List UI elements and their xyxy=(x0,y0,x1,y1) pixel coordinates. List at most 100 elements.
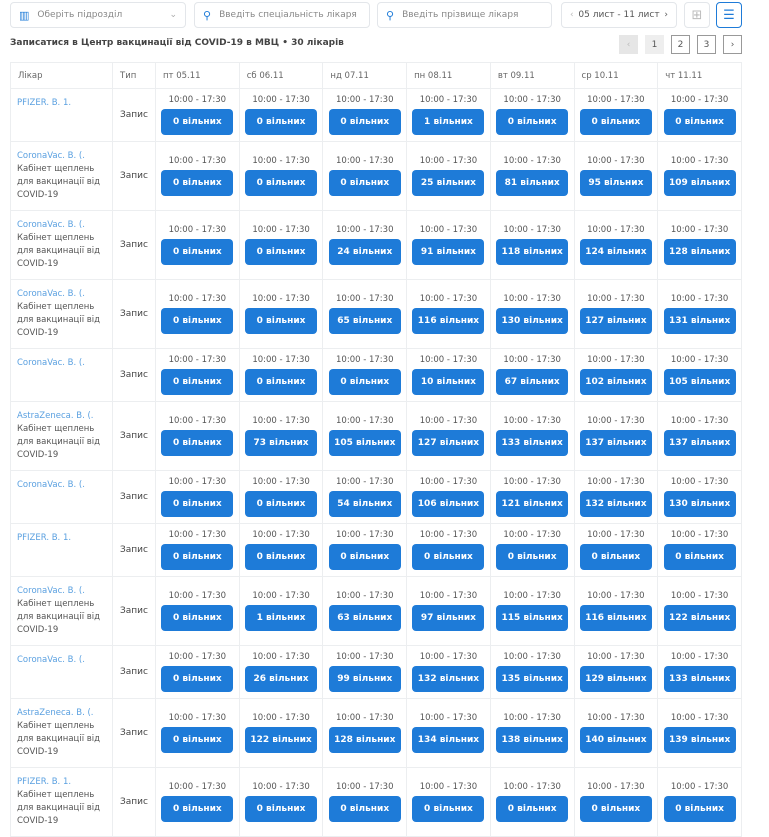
slot-button[interactable]: 0 вільних xyxy=(579,544,652,570)
slot-button[interactable]: 0 вільних xyxy=(245,239,318,265)
slot-button[interactable]: 116 вільних xyxy=(579,605,652,631)
slot-button[interactable]: 0 вільних xyxy=(663,109,736,135)
surname-search-input[interactable]: ⚲ Введіть прізвище лікаря xyxy=(377,2,552,28)
slot-button[interactable]: 135 вільних xyxy=(496,666,569,692)
slot-button[interactable]: 0 вільних xyxy=(161,308,234,334)
slot-button[interactable]: 73 вільних xyxy=(245,430,318,456)
slot-button[interactable]: 102 вільних xyxy=(579,369,652,395)
doctor-link[interactable]: CoronaVac. В. (. xyxy=(17,655,85,665)
slot-button[interactable]: 115 вільних xyxy=(496,605,569,631)
slot-button[interactable]: 0 вільних xyxy=(245,369,318,395)
slot-button[interactable]: 106 вільних xyxy=(412,491,485,517)
slot-button[interactable]: 54 вільних xyxy=(328,491,401,517)
slot-button[interactable]: 140 вільних xyxy=(579,727,652,753)
doctor-link[interactable]: PFIZER. В. 1. xyxy=(17,98,72,108)
slot-button[interactable]: 26 вільних xyxy=(245,666,318,692)
doctor-link[interactable]: PFIZER. В. 1. xyxy=(17,533,72,543)
slot-button[interactable]: 132 вільних xyxy=(579,491,652,517)
slot-button[interactable]: 0 вільних xyxy=(245,544,318,570)
slot-button[interactable]: 0 вільних xyxy=(245,109,318,135)
slot-button[interactable]: 118 вільних xyxy=(496,239,569,265)
page-1-button[interactable]: 1 xyxy=(645,35,664,54)
slot-button[interactable]: 0 вільних xyxy=(328,544,401,570)
page-2-button[interactable]: 2 xyxy=(671,35,690,54)
slot-button[interactable]: 24 вільних xyxy=(328,239,401,265)
slot-button[interactable]: 129 вільних xyxy=(579,666,652,692)
slot-button[interactable]: 109 вільних xyxy=(663,170,736,196)
slot-button[interactable]: 0 вільних xyxy=(412,544,485,570)
slot-button[interactable]: 65 вільних xyxy=(328,308,401,334)
slot-button[interactable]: 91 вільних xyxy=(412,239,485,265)
slot-button[interactable]: 131 вільних xyxy=(663,308,736,334)
list-view-button[interactable]: ☰ xyxy=(716,2,742,28)
specialty-search-input[interactable]: ⚲ Введіть спеціальність лікаря xyxy=(194,2,370,28)
slot-button[interactable]: 0 вільних xyxy=(161,491,234,517)
slot-button[interactable]: 130 вільних xyxy=(496,308,569,334)
slot-button[interactable]: 99 вільних xyxy=(328,666,401,692)
slot-button[interactable]: 0 вільних xyxy=(245,170,318,196)
doctor-link[interactable]: CoronaVac. В. (. xyxy=(17,220,85,230)
prev-page-button[interactable]: ‹ xyxy=(619,35,638,54)
slot-button[interactable]: 127 вільних xyxy=(579,308,652,334)
slot-button[interactable]: 121 вільних xyxy=(496,491,569,517)
doctor-link[interactable]: CoronaVac. В. (. xyxy=(17,151,85,161)
doctor-link[interactable]: AstraZeneca. В. (. xyxy=(17,411,94,421)
slot-button[interactable]: 1 вільних xyxy=(245,605,318,631)
department-select[interactable]: ▥ Оберіть підрозділ ⌄ xyxy=(10,2,186,28)
slot-button[interactable]: 25 вільних xyxy=(412,170,485,196)
slot-button[interactable]: 95 вільних xyxy=(579,170,652,196)
slot-button[interactable]: 128 вільних xyxy=(328,727,401,753)
slot-button[interactable]: 116 вільних xyxy=(412,308,485,334)
slot-button[interactable]: 0 вільних xyxy=(161,605,234,631)
doctor-link[interactable]: CoronaVac. В. (. xyxy=(17,586,85,596)
slot-button[interactable]: 137 вільних xyxy=(663,430,736,456)
slot-button[interactable]: 0 вільних xyxy=(161,369,234,395)
slot-button[interactable]: 0 вільних xyxy=(245,308,318,334)
slot-button[interactable]: 127 вільних xyxy=(412,430,485,456)
doctor-link[interactable]: CoronaVac. В. (. xyxy=(17,289,85,299)
slot-button[interactable]: 0 вільних xyxy=(161,170,234,196)
slot-button[interactable]: 0 вільних xyxy=(496,544,569,570)
slot-button[interactable]: 133 вільних xyxy=(496,430,569,456)
doctor-link[interactable]: CoronaVac. В. (. xyxy=(17,480,85,490)
slot-button[interactable]: 138 вільних xyxy=(496,727,569,753)
slot-button[interactable]: 81 вільних xyxy=(496,170,569,196)
slot-button[interactable]: 1 вільних xyxy=(412,109,485,135)
slot-button[interactable]: 0 вільних xyxy=(161,727,234,753)
next-week-button[interactable]: › xyxy=(664,10,668,20)
slot-button[interactable]: 124 вільних xyxy=(579,239,652,265)
slot-button[interactable]: 0 вільних xyxy=(161,239,234,265)
slot-button[interactable]: 132 вільних xyxy=(412,666,485,692)
slot-button[interactable]: 10 вільних xyxy=(412,369,485,395)
slot-button[interactable]: 0 вільних xyxy=(161,544,234,570)
slot-button[interactable]: 0 вільних xyxy=(496,109,569,135)
slot-button[interactable]: 0 вільних xyxy=(328,369,401,395)
prev-week-button[interactable]: ‹ xyxy=(570,10,574,20)
slot-button[interactable]: 133 вільних xyxy=(663,666,736,692)
slot-button[interactable]: 130 вільних xyxy=(663,491,736,517)
slot-button[interactable]: 0 вільних xyxy=(579,109,652,135)
doctor-link[interactable]: CoronaVac. В. (. xyxy=(17,358,85,368)
slot-button[interactable]: 67 вільних xyxy=(496,369,569,395)
slot-button[interactable]: 105 вільних xyxy=(663,369,736,395)
slot-button[interactable]: 0 вільних xyxy=(161,109,234,135)
slot-button[interactable]: 122 вільних xyxy=(663,605,736,631)
grid-view-button[interactable]: ⊞ xyxy=(684,2,710,28)
slot-button[interactable]: 0 вільних xyxy=(328,170,401,196)
page-3-button[interactable]: 3 xyxy=(697,35,716,54)
slot-button[interactable]: 105 вільних xyxy=(328,430,401,456)
slot-button[interactable]: 139 вільних xyxy=(663,727,736,753)
slot-button[interactable]: 0 вільних xyxy=(161,666,234,692)
slot-button[interactable]: 128 вільних xyxy=(663,239,736,265)
slot-button[interactable]: 134 вільних xyxy=(412,727,485,753)
slot-button[interactable]: 0 вільних xyxy=(663,544,736,570)
slot-button[interactable]: 97 вільних xyxy=(412,605,485,631)
slot-button[interactable]: 63 вільних xyxy=(328,605,401,631)
slot-button[interactable]: 0 вільних xyxy=(328,109,401,135)
slot-button[interactable]: 137 вільних xyxy=(579,430,652,456)
doctor-link[interactable]: PFIZER. В. 1. xyxy=(17,777,72,787)
next-page-button[interactable]: › xyxy=(723,35,742,54)
slot-button[interactable]: 0 вільних xyxy=(161,430,234,456)
slot-button[interactable]: 122 вільних xyxy=(245,727,318,753)
slot-button[interactable]: 0 вільних xyxy=(245,491,318,517)
